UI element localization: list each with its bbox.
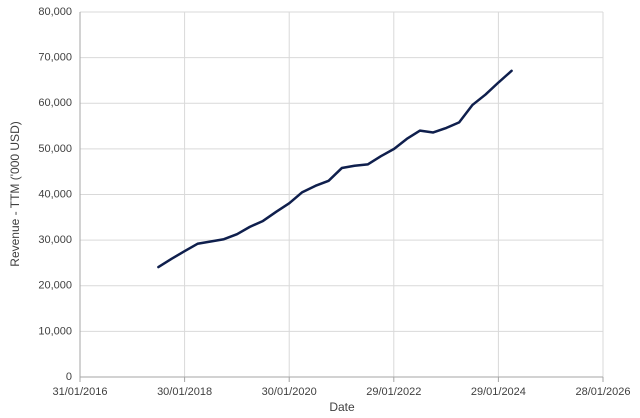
x-tick-label: 29/01/2024 [471,386,526,398]
y-tick-label: 50,000 [38,143,72,155]
y-tick-label: 30,000 [38,234,72,246]
x-tick-label: 28/01/2026 [575,386,630,398]
y-tick-label: 60,000 [38,97,72,109]
x-tick-label: 30/01/2018 [157,386,212,398]
revenue-line [157,69,513,269]
x-axis-title: Date [329,400,355,414]
y-tick-label: 70,000 [38,52,72,64]
y-tick-label: 40,000 [38,188,72,200]
y-tick-label: 10,000 [38,325,72,337]
x-tick-label: 30/01/2020 [262,386,317,398]
y-axis-title: Revenue - TTM ('000 USD) [8,121,22,266]
x-tick-label: 29/01/2022 [366,386,421,398]
y-tick-label: 0 [66,371,72,383]
x-tick-label: 31/01/2016 [52,386,107,398]
y-tick-label: 80,000 [38,6,72,18]
y-tick-label: 20,000 [38,280,72,292]
